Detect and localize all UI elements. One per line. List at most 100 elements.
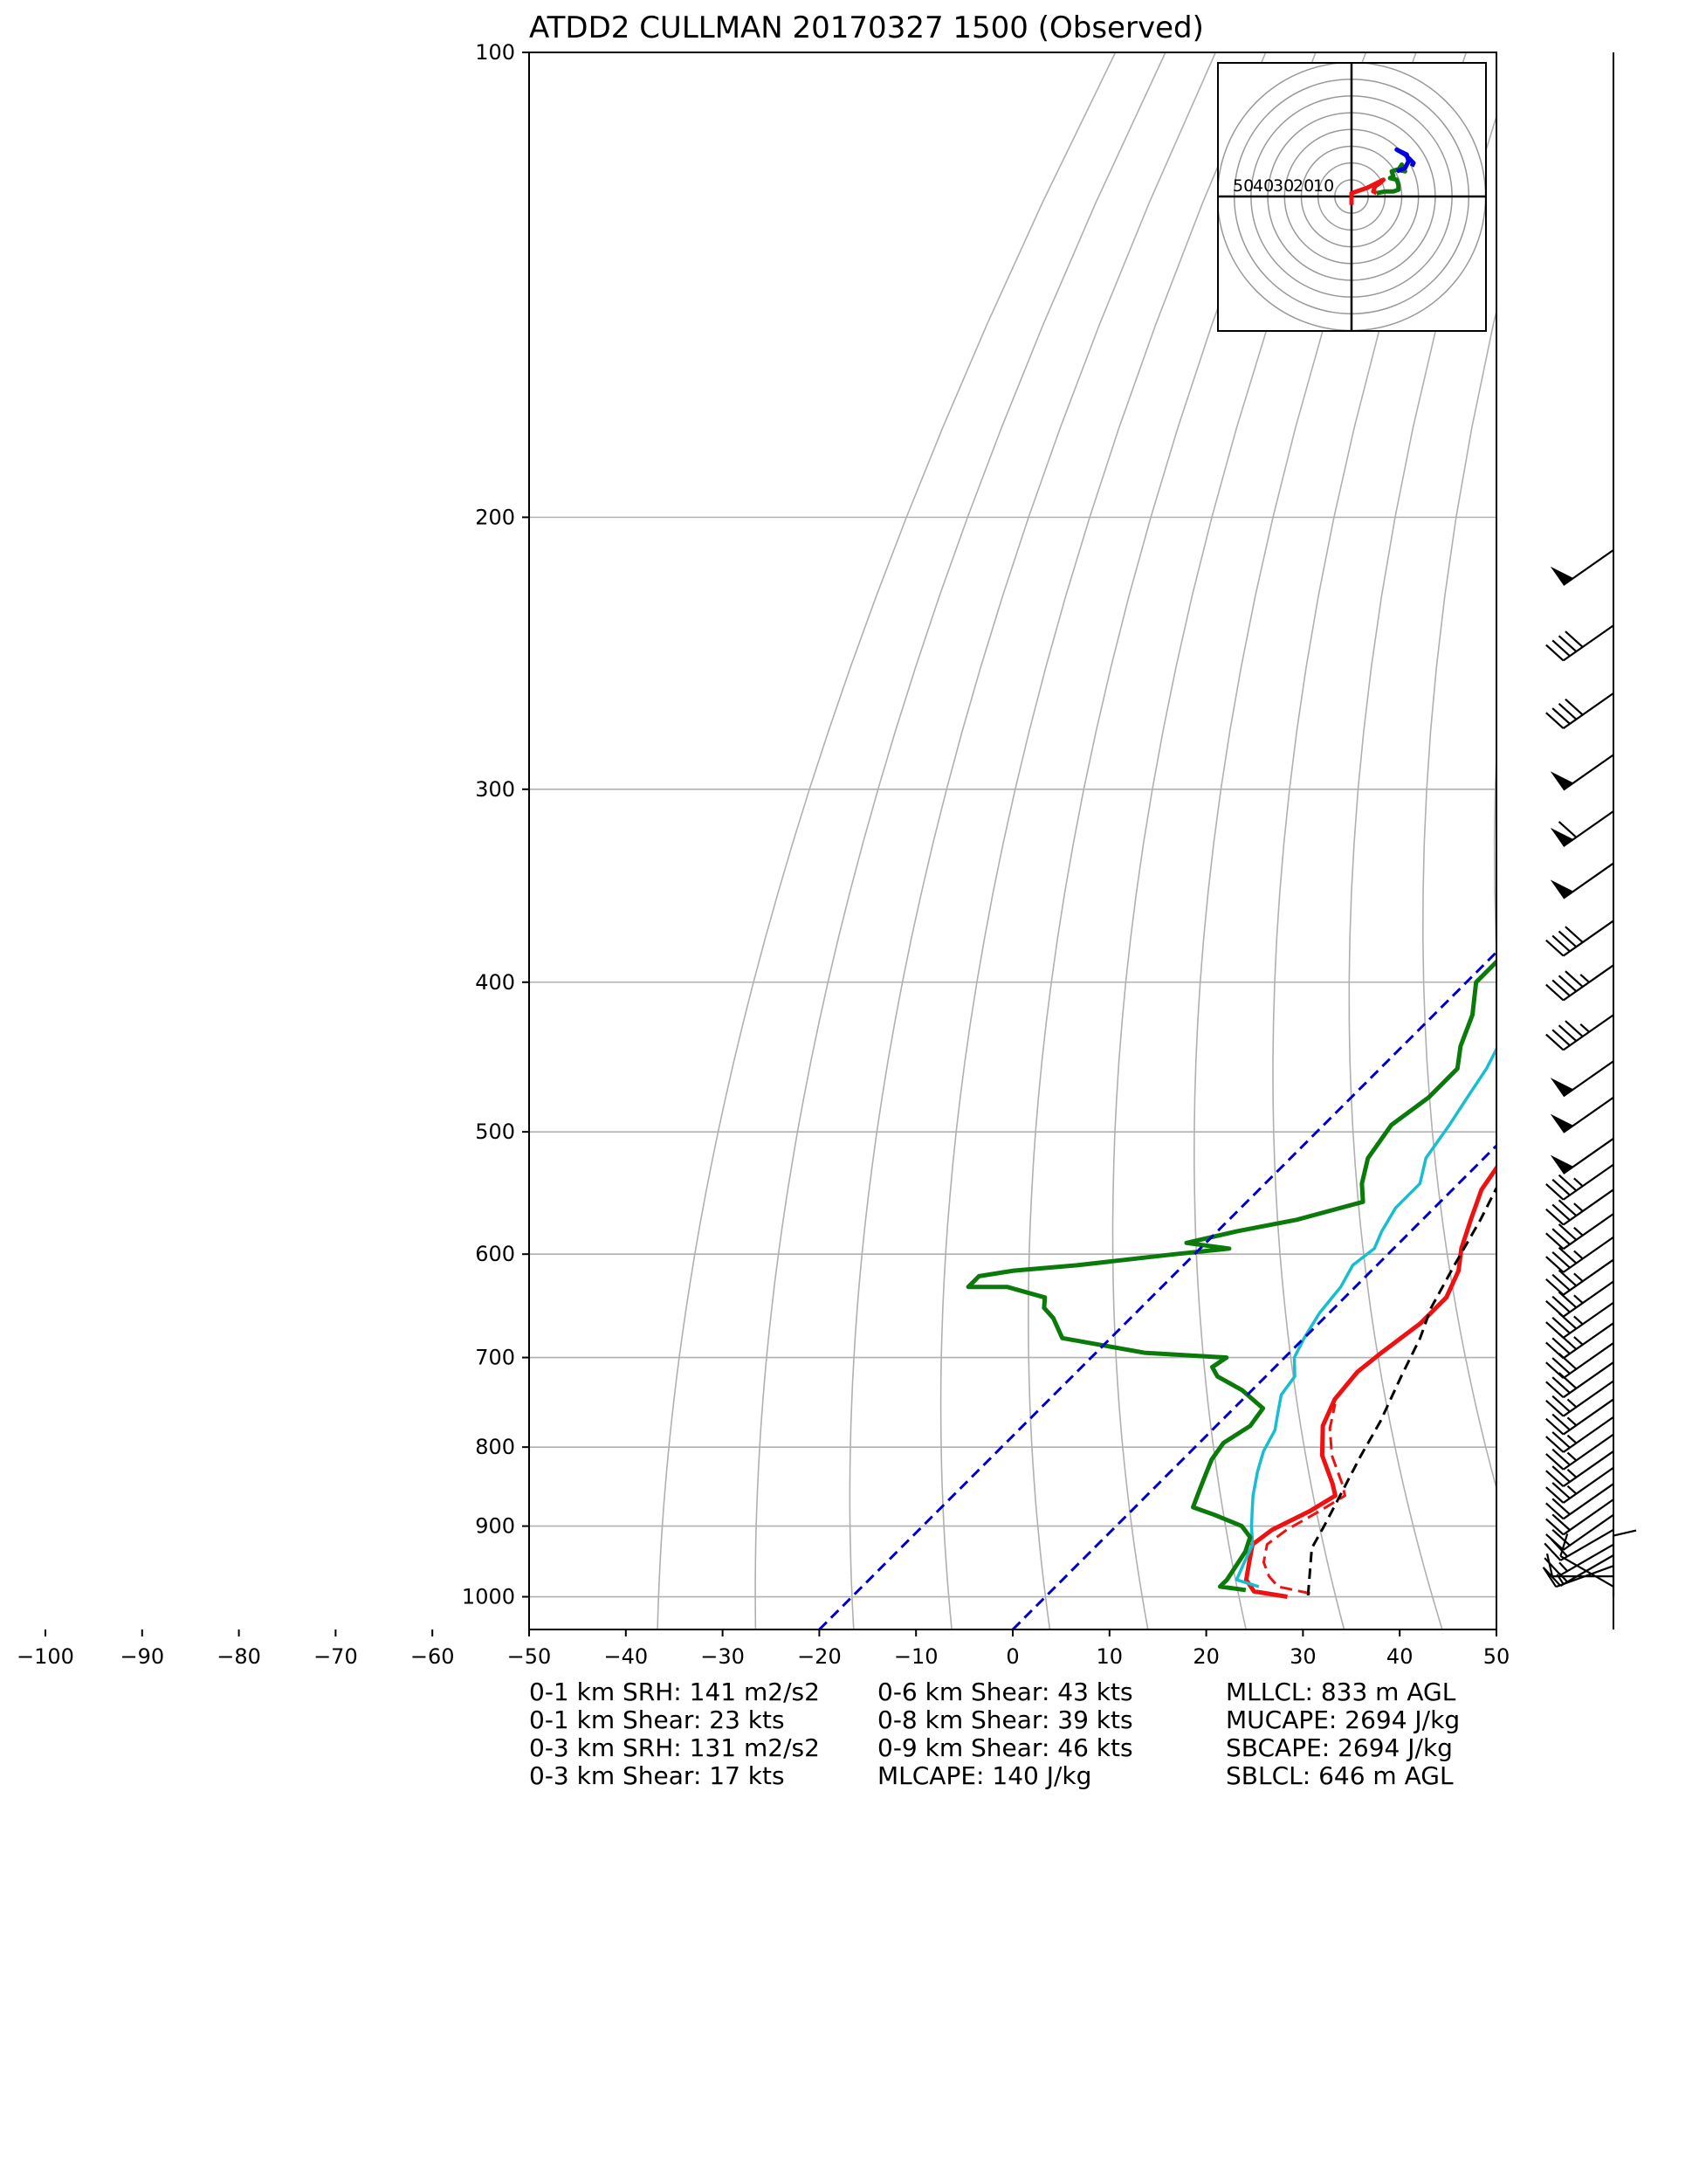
barb-full — [1613, 1529, 1637, 1537]
barb-flag — [1550, 827, 1574, 847]
y-tick-label: 200 — [475, 505, 515, 529]
x-tick-label: 10 — [1097, 1644, 1124, 1669]
stat-shear-0-6: 0-6 km Shear: 43 kts — [877, 1678, 1133, 1706]
barb-full — [1551, 1228, 1571, 1245]
wind-barb — [1545, 1280, 1614, 1318]
hodograph-mid — [1376, 162, 1407, 196]
barb-flag — [1550, 566, 1574, 586]
barb-half — [1573, 1336, 1584, 1346]
wind-barbs — [1542, 548, 1637, 1597]
stat-srh-0-3: 0-3 km SRH: 131 m2/s2 — [529, 1733, 820, 1762]
barb-flag — [1550, 1113, 1574, 1133]
dry-adiabat — [939, 52, 1267, 1629]
barb-half — [1573, 1250, 1584, 1260]
wind-barb — [1545, 1361, 1614, 1399]
dry-adiabat — [754, 52, 1166, 1629]
dry-adiabat — [1564, 52, 1699, 1629]
wind-barb — [1550, 754, 1614, 791]
wind-barb — [1550, 548, 1614, 586]
barb-staff — [1563, 1213, 1614, 1250]
barb-full — [1551, 1251, 1571, 1269]
wind-barb — [1612, 1529, 1637, 1597]
barb-full — [1545, 712, 1565, 729]
y-tick-label: 900 — [475, 1514, 515, 1539]
barb-full — [1558, 821, 1578, 838]
barb-full — [1558, 1246, 1578, 1264]
x-tick-label: 20 — [1193, 1644, 1220, 1669]
series-parcel — [1306, 1185, 1496, 1596]
barb-full — [1558, 635, 1578, 652]
barb-full — [1551, 1178, 1571, 1196]
y-tick-label: 400 — [475, 970, 515, 995]
y-tick-label: 300 — [475, 777, 515, 802]
barb-staff — [1563, 1433, 1614, 1471]
barb-full — [1545, 1436, 1565, 1453]
barb-full — [1544, 1542, 1562, 1561]
barb-full — [1551, 639, 1571, 658]
barb-full — [1545, 1417, 1565, 1436]
barb-full — [1551, 1337, 1571, 1354]
barb-full — [1545, 1381, 1565, 1399]
hodograph-ring-label: 20 — [1293, 176, 1314, 196]
y-tick-label: 800 — [475, 1435, 515, 1459]
barb-full — [1551, 1431, 1571, 1449]
stat-srh-0-1: 0-1 km SRH: 141 m2/s2 — [529, 1678, 820, 1706]
wind-barb — [1545, 1342, 1614, 1379]
barb-full — [1565, 1020, 1584, 1037]
barb-half — [1573, 1177, 1584, 1188]
x-tick-label: −80 — [217, 1644, 261, 1669]
wind-barb — [1545, 1301, 1614, 1339]
dry-adiabat — [1632, 52, 1699, 1629]
barb-flag — [1550, 1154, 1574, 1174]
x-tick-label: −90 — [120, 1644, 164, 1669]
barb-full — [1551, 1295, 1571, 1313]
barb-full — [1558, 1372, 1578, 1389]
barb-full — [1558, 1223, 1578, 1241]
barb-staff — [1563, 1096, 1614, 1133]
barb-full — [1545, 1486, 1565, 1504]
x-tick-label: −100 — [17, 1644, 74, 1669]
barb-full — [1551, 1413, 1571, 1431]
hodograph-high — [1394, 147, 1416, 174]
barb-half — [1566, 1434, 1578, 1444]
x-tick-label: −20 — [797, 1644, 842, 1669]
stat-mllcl: MLLCL: 833 m AGL — [1226, 1678, 1456, 1706]
barb-full — [1551, 934, 1571, 953]
barb-half — [1573, 1272, 1584, 1283]
barb-half — [1566, 1469, 1578, 1478]
x-tick-label: −10 — [894, 1644, 939, 1669]
stat-shear-0-3: 0-3 km Shear: 17 kts — [529, 1761, 785, 1790]
dry-adiabat — [1421, 308, 1496, 1492]
dry-adiabat — [1348, 114, 1496, 1629]
barb-full — [1558, 1174, 1578, 1192]
barb-half — [1573, 1202, 1584, 1212]
x-tick-label: −30 — [700, 1644, 745, 1669]
stat-sblcl: SBLCL: 646 m AGL — [1226, 1761, 1454, 1790]
barb-full — [1558, 930, 1578, 948]
wind-barb — [1550, 1096, 1614, 1133]
wind-barb — [1544, 1543, 1614, 1576]
x-tick-label: −40 — [603, 1644, 648, 1669]
wind-barb — [1545, 1513, 1614, 1551]
series-reference-isotherm — [818, 950, 1496, 1629]
barb-full — [1551, 1029, 1571, 1047]
barb-full — [1545, 1553, 1554, 1577]
barb-full — [1545, 1533, 1565, 1551]
hodograph-ring-label: 10 — [1313, 176, 1334, 196]
barb-full — [1545, 1300, 1565, 1318]
barb-half — [1573, 1226, 1584, 1237]
barb-full — [1551, 1203, 1571, 1222]
barb-full — [1551, 1376, 1571, 1394]
wind-barb — [1545, 1398, 1614, 1436]
wind-barb — [1545, 1450, 1614, 1487]
series-dewpoint — [966, 958, 1496, 1593]
barb-full — [1551, 979, 1571, 997]
dry-adiabat — [1028, 52, 1317, 1629]
chart-title: ATDD2 CULLMAN 20170327 1500 (Observed) — [529, 10, 1204, 45]
barb-full — [1544, 1567, 1562, 1587]
barb-half — [1566, 1451, 1578, 1462]
barb-full — [1545, 1470, 1565, 1487]
barb-full — [1544, 1557, 1562, 1576]
barb-staff — [1563, 1398, 1614, 1436]
